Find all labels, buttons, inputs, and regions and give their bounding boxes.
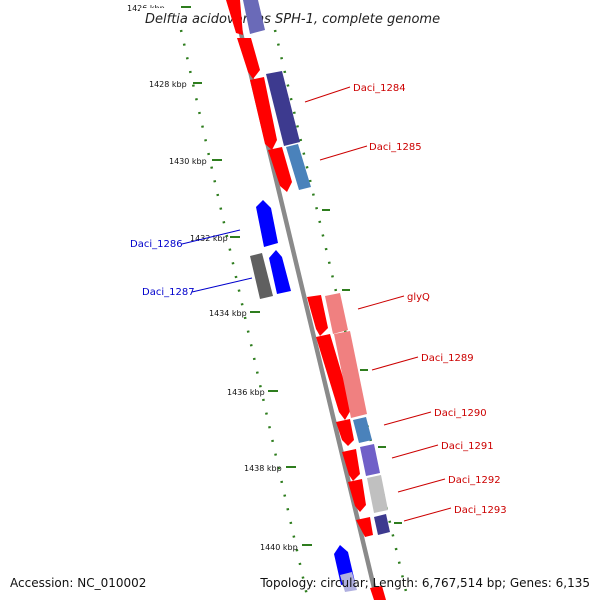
- topology-text: Topology: circular; Length: 6,767,514 bp…: [260, 576, 590, 590]
- gene-label-daci-1293[interactable]: Daci_1293: [454, 505, 507, 516]
- tick-label: 1432 kbp: [190, 234, 228, 243]
- gene-arrow: [256, 200, 278, 247]
- gene-arrow: [269, 250, 291, 294]
- gene-label-daci-1284[interactable]: Daci_1284: [353, 83, 406, 94]
- title-backing: [140, 8, 462, 28]
- tick-label: 1438 kbp: [244, 464, 282, 473]
- category-block: [243, 0, 265, 34]
- gene-label-daci-1285[interactable]: Daci_1285: [369, 142, 422, 153]
- gene-arrow: [348, 479, 366, 512]
- gene-label-daci-1292[interactable]: Daci_1292: [448, 475, 501, 486]
- gene-arrow: [336, 419, 354, 446]
- gene-arrow: [307, 295, 328, 336]
- gene-arrow: [370, 586, 386, 600]
- gene-arrow: [250, 77, 277, 150]
- gene-label-daci-1290[interactable]: Daci_1290: [434, 408, 487, 419]
- label-leaders: [181, 86, 452, 522]
- category-block: [325, 293, 348, 334]
- category-blocks: [243, 0, 390, 592]
- tick-label: 1428 kbp: [149, 80, 187, 89]
- category-block: [266, 71, 300, 146]
- category-block: [353, 417, 372, 443]
- tick-label: 1436 kbp: [227, 388, 265, 397]
- category-block: [374, 514, 390, 535]
- gene-label-daci-1286[interactable]: Daci_1286: [130, 239, 183, 250]
- gene-arrow: [226, 0, 243, 35]
- tick-label: 1434 kbp: [209, 309, 247, 318]
- category-block: [340, 572, 357, 592]
- category-block: [367, 475, 388, 513]
- accession-text: Accession: NC_010002: [10, 576, 147, 590]
- tick-label: 1440 kbp: [260, 543, 298, 552]
- gene-label-glyq[interactable]: glyQ: [407, 292, 430, 303]
- category-block: [250, 253, 273, 299]
- category-block: [286, 144, 311, 190]
- forward-genes: [226, 0, 386, 600]
- scale-ticks: [181, 6, 402, 546]
- gene-arrow: [268, 147, 292, 192]
- gene-arrow: [237, 38, 260, 79]
- category-block: [334, 331, 367, 418]
- gene-arrow: [342, 449, 360, 481]
- genome-title: Delftia acidovorans SPH-1, complete geno…: [145, 12, 440, 27]
- gene-arrow: [356, 517, 373, 537]
- gene-label-daci-1289[interactable]: Daci_1289: [421, 353, 474, 364]
- gene-label-daci-1287[interactable]: Daci_1287: [142, 287, 195, 298]
- gene-label-daci-1291[interactable]: Daci_1291: [441, 441, 494, 452]
- gene-arrow: [316, 334, 352, 420]
- category-block: [360, 444, 380, 476]
- tick-label: 1430 kbp: [169, 157, 207, 166]
